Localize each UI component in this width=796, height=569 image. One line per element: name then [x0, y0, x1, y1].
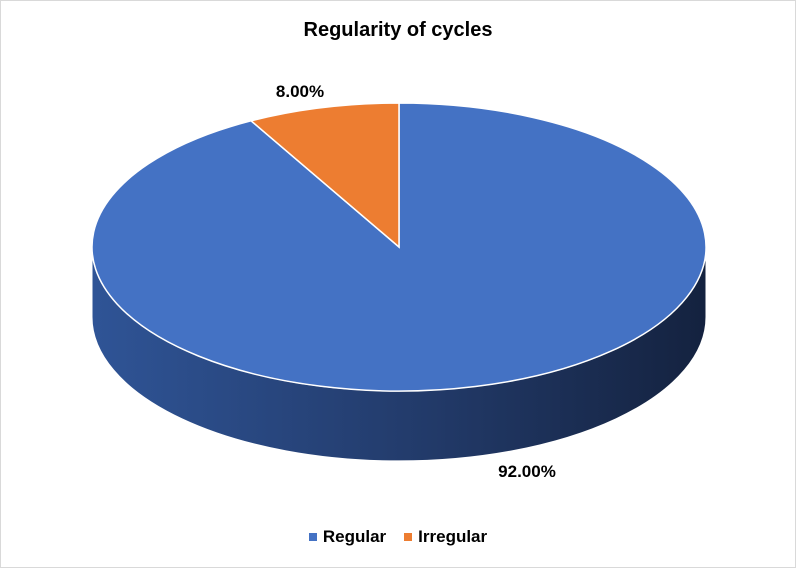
legend-label-regular: Regular: [322, 527, 387, 546]
legend-item-regular: Regular: [308, 527, 387, 547]
data-label-regular: 92.00%: [498, 462, 556, 481]
legend: Regular Irregular: [1, 527, 795, 547]
legend-swatch-irregular: [404, 533, 413, 541]
legend-label-irregular: Irregular: [418, 527, 488, 546]
legend-item-irregular: Irregular: [404, 527, 487, 547]
pie-slice-irregular: [249, 102, 400, 249]
legend-swatch-regular: [308, 533, 317, 541]
data-label-irregular: 8.00%: [276, 82, 324, 101]
chart-title: Regularity of cycles: [303, 19, 493, 41]
